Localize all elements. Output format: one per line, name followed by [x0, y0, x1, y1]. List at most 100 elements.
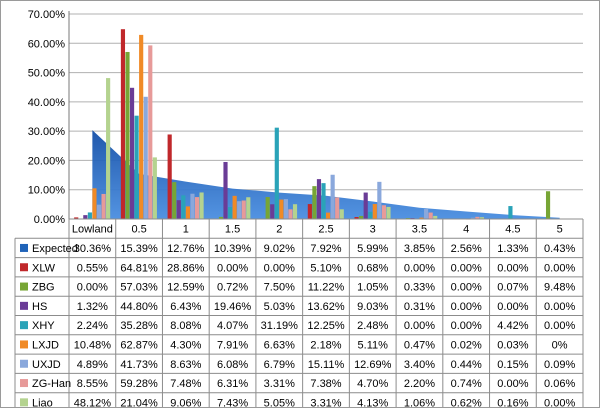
data-label: 0.16%	[497, 397, 528, 407]
data-label: 9.06%	[170, 397, 201, 407]
data-label: 10.39%	[214, 243, 252, 255]
data-label: 3.40%	[404, 359, 435, 371]
data-label: 0.31%	[404, 301, 435, 313]
bar-zg-han	[241, 200, 246, 219]
bar-zg-han	[428, 212, 433, 219]
data-label: 8.63%	[170, 359, 201, 371]
data-label: 0.33%	[404, 282, 435, 294]
data-label: 2.20%	[404, 378, 435, 390]
data-label: 3.31%	[264, 378, 295, 390]
x-tick-label: 3	[370, 224, 376, 236]
data-label: 0.74%	[451, 378, 482, 390]
bar-xlw	[354, 217, 359, 219]
y-tick-label: 40.00%	[28, 97, 66, 109]
data-label: 3.31%	[310, 397, 341, 407]
bar-xhy	[368, 211, 373, 219]
legend-label: ZG-Han	[32, 378, 71, 390]
bar-hs	[176, 200, 181, 219]
legend-key-zbg	[20, 282, 28, 291]
x-tick-label: Lowland	[72, 224, 113, 236]
bar-lxjd	[185, 206, 190, 219]
data-table: Lowland 0.5 1 1.5 2 2.5 3 3.5 4 4.5 5 Expected30.36…	[14, 218, 584, 407]
bar-uxjd	[330, 174, 335, 219]
data-label: 21.04%	[120, 397, 158, 407]
bar-liao	[339, 209, 344, 219]
data-label: 59.28%	[120, 378, 158, 390]
data-label: 44.80%	[120, 301, 158, 313]
bar-liao	[152, 157, 157, 219]
data-label: 0.47%	[404, 339, 435, 351]
data-label: 0.00%	[544, 397, 575, 407]
data-label: 2.18%	[310, 339, 341, 351]
data-label: 0.62%	[451, 397, 482, 407]
data-label: 1.32%	[77, 301, 108, 313]
data-label: 0.00%	[451, 262, 482, 274]
data-label: 0.00%	[77, 282, 108, 294]
bar-lxjd	[419, 217, 424, 219]
x-tick-label: 0.5	[131, 224, 146, 236]
data-label: 64.81%	[120, 262, 158, 274]
x-tick-label: 2.5	[318, 224, 333, 236]
data-label: 48.12%	[74, 397, 112, 407]
data-label: 12.76%	[167, 243, 205, 255]
y-tick-label: 70.00%	[28, 9, 66, 21]
data-label: 6.31%	[217, 378, 248, 390]
bar-xlw	[167, 134, 172, 219]
bar-xhy	[227, 207, 233, 219]
bar-zg-han	[335, 197, 340, 219]
data-label: 0.07%	[497, 282, 528, 294]
bar-hs	[129, 87, 135, 219]
data-label: 5.10%	[310, 262, 341, 274]
bar-xhy	[134, 115, 139, 219]
data-label: 7.38%	[310, 378, 341, 390]
data-label: 9.48%	[544, 282, 575, 294]
data-label: 4.13%	[357, 397, 388, 407]
data-label: 7.91%	[217, 339, 248, 351]
data-label: 8.08%	[170, 320, 201, 332]
data-label: 12.69%	[354, 359, 392, 371]
data-label: 5.99%	[357, 243, 388, 255]
data-label: 0.44%	[451, 359, 482, 371]
data-label: 19.46%	[214, 301, 252, 313]
y-tick-label: 20.00%	[28, 155, 66, 167]
data-label: 0.43%	[544, 243, 575, 255]
bar-zg-han	[101, 193, 106, 219]
bar-zbg	[218, 216, 224, 219]
bar-uxjd	[377, 181, 382, 219]
data-label: 7.48%	[170, 378, 201, 390]
data-label: 0.00%	[451, 282, 482, 294]
legend-key-expected	[20, 243, 28, 252]
data-label: 0.55%	[77, 262, 108, 274]
bar-liao	[199, 192, 204, 219]
bar-liao	[479, 217, 485, 219]
data-label: 10.48%	[74, 339, 112, 351]
data-label: 0.00%	[497, 262, 528, 274]
bar-xhy	[181, 195, 186, 219]
bar-zbg	[359, 215, 364, 219]
bar-zg-han	[288, 209, 293, 219]
x-tick-label: 2	[276, 224, 282, 236]
bar-xhy	[274, 127, 279, 219]
y-tick-label: 50.00%	[28, 68, 66, 80]
data-label: 0.00%	[404, 262, 435, 274]
x-tick-label: 5	[557, 224, 563, 236]
data-label: 4.07%	[217, 320, 248, 332]
legend-key-liao	[20, 398, 28, 407]
bar-liao	[106, 78, 111, 219]
bar-lxjd	[279, 199, 284, 219]
bar-zbg	[172, 182, 177, 219]
legend-label: XHY	[32, 320, 55, 332]
data-label: 1.05%	[357, 282, 388, 294]
bar-xhy	[508, 206, 513, 219]
data-label: 31.19%	[261, 320, 299, 332]
data-label: 0.00%	[497, 378, 528, 390]
data-label: 15.11%	[308, 359, 345, 371]
bar-zg-han	[194, 197, 200, 219]
bar-uxjd	[143, 96, 148, 219]
data-label: 0.00%	[264, 262, 295, 274]
data-label: 2.56%	[451, 243, 482, 255]
data-label: 2.24%	[77, 320, 108, 332]
data-label: 13.62%	[307, 301, 345, 313]
data-label: 4.70%	[357, 378, 388, 390]
bar-zbg	[125, 51, 130, 220]
